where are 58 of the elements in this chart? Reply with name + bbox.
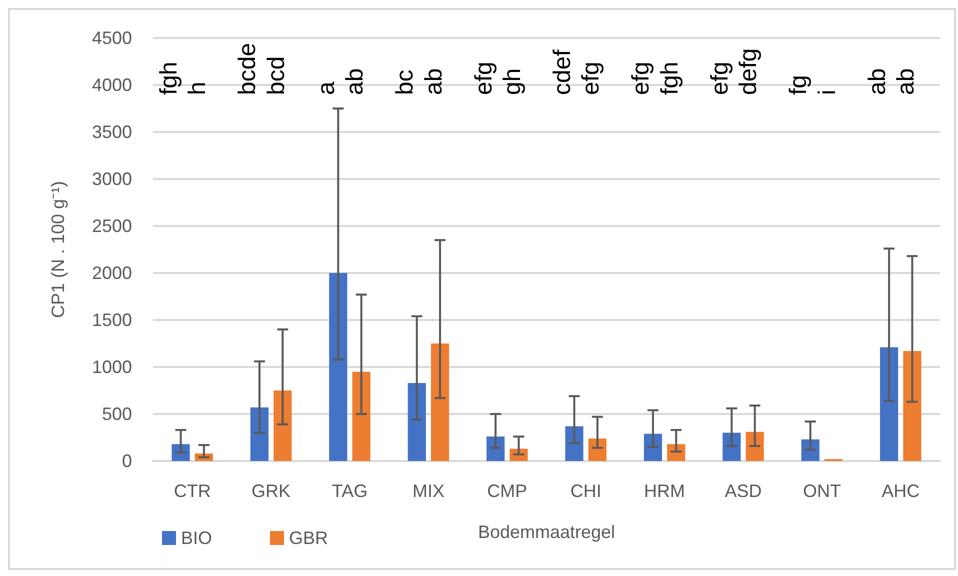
annotation: defg: [735, 48, 762, 95]
annotation: ab: [342, 68, 369, 95]
y-tick-label: 0: [122, 451, 132, 471]
x-tick-label: ONT: [802, 481, 841, 501]
x-tick-label: CMP: [487, 481, 528, 501]
annotation: ab: [892, 68, 920, 95]
legend-label: GBR: [289, 528, 328, 548]
x-tick-label: GRK: [252, 481, 291, 501]
annotation: h: [184, 82, 212, 95]
x-tick-label: HRM: [644, 481, 686, 501]
y-tick-label: 3000: [92, 169, 132, 189]
x-tick-label: CTR: [174, 481, 211, 501]
annotation: efg: [706, 62, 734, 95]
annotation: bcde: [234, 42, 262, 95]
annotation: bcd: [262, 56, 290, 95]
x-tick-label: TAG: [332, 481, 368, 501]
y-tick-label: 3500: [92, 122, 132, 142]
chart-frame: CP1 (N . 100 g⁻¹) Bodemmaatregel 0 500 1000 1500 2000 2500 3000 3500 4000 4500 CTR GRK TAG MIX CMP CHI HRM ASD ONT AHC BIO GBR fgh h bcde bcd a ab bc ab efg gh cdef efg efg fgh efg defg fg i ab ab: [8, 8, 956, 570]
bar: [486, 436, 505, 461]
y-tick-label: 1000: [92, 357, 132, 377]
y-tick-label: 500: [102, 404, 132, 424]
annotation: efg: [578, 62, 605, 95]
y-axis-title: CP1 (N . 100 g⁻¹): [48, 180, 68, 318]
x-axis-title: Bodemmaatregel: [478, 522, 616, 542]
bar: [644, 434, 662, 461]
x-tick-label: CHI: [570, 481, 602, 501]
annotation: i: [814, 90, 841, 95]
annotation: fg: [785, 74, 812, 95]
x-tick-label: MIX: [412, 481, 444, 501]
bar: [746, 432, 764, 461]
bar: [430, 344, 450, 461]
annotation: cdef: [549, 49, 576, 95]
annotation: a: [312, 81, 340, 95]
bar: [329, 273, 348, 461]
annotation: ab: [420, 68, 448, 95]
bar: [903, 351, 922, 461]
bar: [722, 432, 741, 461]
bar: [408, 382, 426, 461]
annotation: efg: [628, 62, 655, 95]
annotation: fgh: [656, 62, 684, 95]
x-tick-label: AHC: [882, 481, 920, 501]
y-tick-label: 1500: [92, 310, 132, 330]
y-tick-label: 2000: [92, 263, 132, 283]
y-tick-label: 4500: [92, 28, 132, 48]
annotation: fgh: [156, 62, 183, 95]
annotation: gh: [498, 68, 526, 95]
y-tick-label: 4000: [92, 75, 132, 95]
x-tick-label: ASD: [724, 481, 762, 501]
bar: [250, 407, 269, 461]
y-tick-label: 2500: [92, 216, 132, 236]
bar: [880, 347, 898, 461]
bar: [352, 372, 370, 461]
bar: [565, 426, 584, 461]
annotation: bc: [392, 70, 419, 95]
annotation: efg: [470, 62, 498, 95]
legend-label: BIO: [181, 528, 212, 548]
bar: [274, 390, 292, 461]
annotation: ab: [864, 68, 891, 95]
